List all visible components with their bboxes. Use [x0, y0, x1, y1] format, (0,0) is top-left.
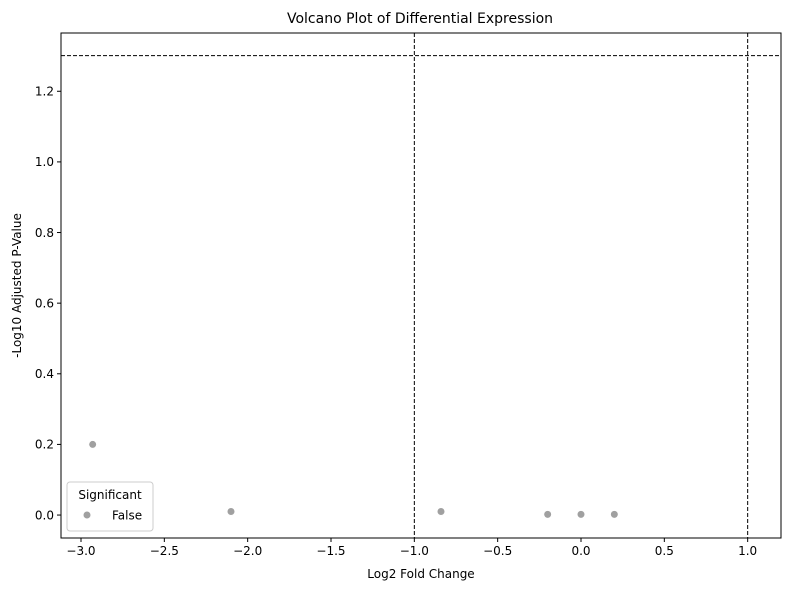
- scatter-points: [88, 440, 619, 519]
- data-point: [576, 510, 586, 519]
- legend: Significant False: [66, 481, 154, 532]
- x-tick-label: 1.0: [738, 544, 757, 558]
- data-point: [436, 507, 446, 516]
- legend-entry-false: False: [112, 509, 142, 523]
- data-point: [543, 510, 552, 519]
- x-axis-label: Log2 Fold Change: [367, 567, 474, 581]
- x-axis-ticks: −3.0 −2.5 −2.0 −1.5 −1.0 −0.5 0.0 0.5 1.0: [66, 538, 757, 558]
- y-tick-label: 0.0: [35, 508, 54, 522]
- y-tick-label: 1.0: [35, 155, 54, 169]
- x-tick-label: −1.0: [400, 544, 429, 558]
- y-axis-ticks: 0.0 0.2 0.4 0.6 0.8 1.0 1.2: [35, 85, 61, 522]
- y-tick-label: 0.6: [35, 296, 54, 310]
- x-tick-label: 0.5: [655, 544, 674, 558]
- y-tick-label: 0.2: [35, 438, 54, 452]
- y-tick-label: 0.4: [35, 367, 54, 381]
- legend-title: Significant: [78, 488, 142, 502]
- data-point: [226, 507, 236, 516]
- data-point: [610, 510, 619, 519]
- data-point: [88, 440, 97, 449]
- chart-title: Volcano Plot of Differential Expression: [287, 11, 553, 27]
- plot-frame: [60, 32, 782, 539]
- x-tick-label: −0.5: [483, 544, 512, 558]
- x-tick-label: −2.0: [233, 544, 262, 558]
- legend-marker-false: [82, 510, 92, 520]
- y-tick-label: 1.2: [35, 85, 54, 99]
- x-tick-label: −2.5: [150, 544, 179, 558]
- x-tick-label: 0.0: [571, 544, 590, 558]
- y-axis-label: -Log10 Adjusted P-Value: [10, 213, 24, 358]
- x-tick-label: −1.5: [316, 544, 345, 558]
- reference-lines: [61, 33, 781, 538]
- y-tick-label: 0.8: [35, 226, 54, 240]
- x-tick-label: −3.0: [66, 544, 95, 558]
